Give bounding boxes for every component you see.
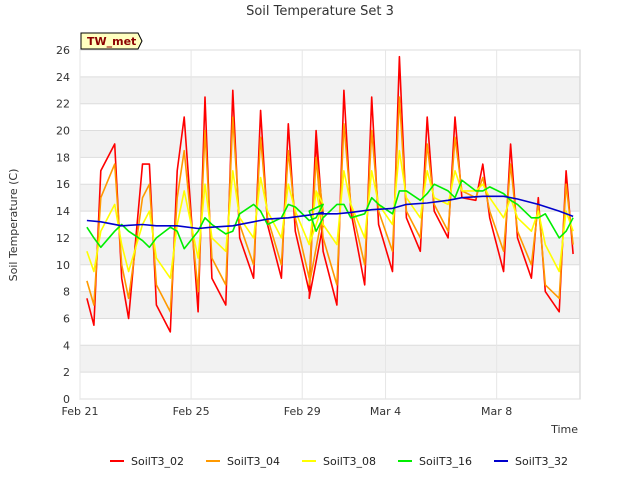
y-axis-label: Soil Temperature (C) [7, 169, 20, 282]
y-tick-label: 6 [63, 312, 70, 325]
y-tick-label: 16 [56, 178, 70, 191]
legend-label: SoilT3_16 [419, 455, 472, 468]
plot-band [80, 345, 580, 373]
site-tag-shape [80, 32, 143, 50]
y-tick-label: 24 [56, 71, 70, 84]
y-tick-label: 8 [63, 286, 70, 299]
y-tick-label: 10 [56, 259, 70, 272]
series-line-soilt3-16 [86, 179, 574, 250]
plot-band [80, 103, 580, 131]
legend-label: SoilT3_08 [323, 455, 376, 468]
x-tick-label: Mar 4 [370, 405, 401, 418]
y-tick-label: 14 [56, 205, 70, 218]
plot-band [80, 130, 580, 158]
x-tick-label: Feb 29 [284, 405, 321, 418]
site-tag-badge: TW_met [80, 32, 143, 50]
y-tick-label: 18 [56, 151, 70, 164]
legend-label: SoilT3_04 [227, 455, 280, 468]
legend-label: SoilT3_32 [515, 455, 568, 468]
x-tick-label: Feb 21 [62, 405, 99, 418]
y-tick-label: 4 [63, 339, 70, 352]
y-tick-label: 12 [56, 232, 70, 245]
legend: SoilT3_02 SoilT3_04 SoilT3_08 SoilT3_16 Soil… [110, 455, 568, 468]
plot-band [80, 76, 580, 104]
y-tick-label: 26 [56, 44, 70, 57]
x-axis-ticks: Feb 21 Feb 25 Feb 29 Mar 4 Mar 8 [62, 405, 513, 418]
y-tick-label: 0 [63, 393, 70, 406]
plot-band [80, 157, 580, 185]
series-line-soilt3-04 [86, 96, 574, 313]
x-tick-label: Mar 8 [481, 405, 512, 418]
chart-title: Soil Temperature Set 3 [246, 4, 394, 19]
gridlines [79, 49, 580, 400]
plot-band [80, 291, 580, 319]
plot-band [80, 372, 580, 399]
series-line-soilt3-32 [86, 195, 574, 230]
plot-band [80, 318, 580, 346]
legend-label: SoilT3_02 [131, 455, 184, 468]
site-tag-label: TW_met [87, 35, 136, 48]
series-line-soilt3-08 [86, 149, 574, 280]
x-tick-label: Feb 25 [173, 405, 210, 418]
y-tick-label: 2 [63, 366, 70, 379]
y-tick-label: 20 [56, 125, 70, 138]
series-lines [86, 55, 574, 333]
plot-band [80, 50, 580, 77]
x-axis-label: Time [550, 423, 578, 436]
y-tick-label: 22 [56, 98, 70, 111]
plot-band [80, 184, 580, 212]
